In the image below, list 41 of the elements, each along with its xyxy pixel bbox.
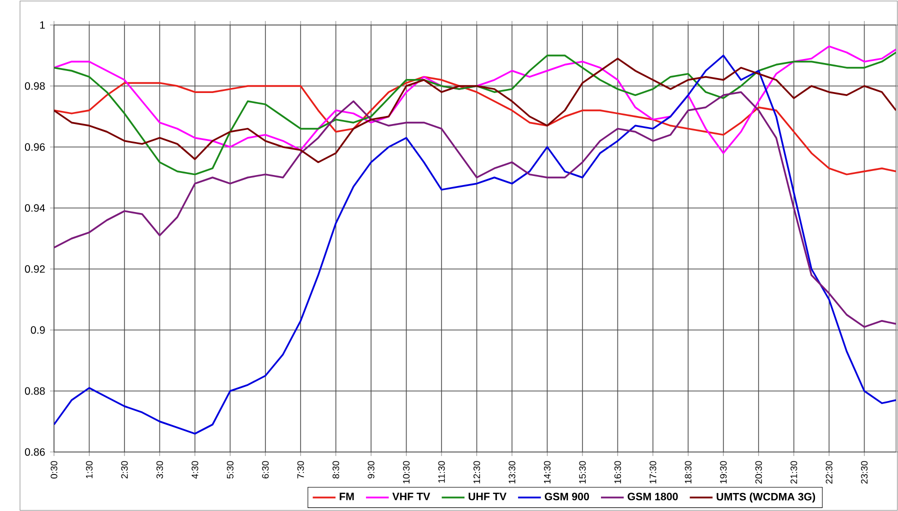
- x-tick-label: 23:30: [861, 461, 868, 484]
- x-tick-label: 14:30: [544, 461, 551, 484]
- x-tick-label: 6:30: [262, 461, 269, 478]
- legend-label: UHF TV: [468, 492, 506, 500]
- x-tick-label: 18:30: [684, 461, 692, 484]
- x-tick-label: 17:30: [650, 461, 656, 484]
- legend-label: VHF TV: [392, 492, 430, 500]
- y-tick-label: 0.94: [24, 204, 45, 212]
- x-tick-label: 12:30: [473, 461, 480, 484]
- y-tick-label: 0.96: [24, 143, 45, 151]
- legend-label: FM: [340, 492, 354, 500]
- line-series: [54, 45, 896, 154]
- line-series: [54, 91, 896, 328]
- x-tick-label: 0:30: [50, 461, 58, 479]
- line-series: [54, 54, 896, 435]
- x-tick-label: 7:30: [297, 461, 304, 478]
- x-tick-label: 19:30: [720, 461, 727, 484]
- legend-label: UMTS (WCDMA 3G): [716, 492, 816, 503]
- x-tick-label: 16:30: [614, 461, 621, 484]
- y-tick-label: 0.88: [24, 387, 45, 395]
- x-tick-label: 22:30: [826, 461, 832, 484]
- x-tick-label: 9:30: [368, 461, 374, 478]
- x-tick-label: 10:30: [403, 461, 410, 484]
- x-tick-label: 5:30: [226, 461, 234, 478]
- x-tick-label: 1:30: [86, 461, 93, 478]
- y-tick-label: 0.9: [30, 326, 45, 334]
- x-tick-label: 11:30: [438, 461, 445, 483]
- y-tick-label: 0.86: [24, 448, 45, 456]
- y-tick-label: 1: [40, 21, 45, 29]
- y-tick-label: 0.92: [24, 265, 45, 273]
- x-tick-label: 20:30: [755, 461, 762, 484]
- x-tick-label: 15:30: [579, 461, 586, 484]
- x-tick-label: 3:30: [156, 461, 163, 479]
- x-tick-label: 4:30: [192, 461, 198, 479]
- y-tick-label: 0.98: [24, 82, 45, 90]
- legend-label: GSM 1800: [628, 492, 678, 500]
- x-tick-label: 8:30: [332, 461, 340, 478]
- legend-label: GSM 900: [544, 492, 589, 500]
- x-tick-label: 21:30: [790, 461, 798, 484]
- x-tick-label: 2:30: [121, 461, 128, 478]
- x-tick-label: 13:30: [508, 461, 516, 484]
